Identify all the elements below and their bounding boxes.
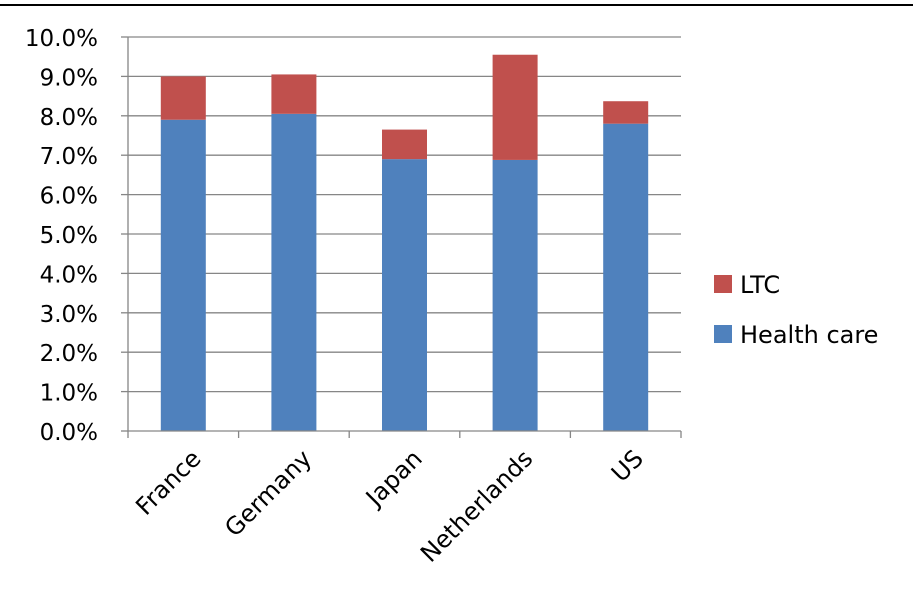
bar-health-care-france [160,119,206,432]
x-tick-label: Germany [219,444,317,542]
legend-label: Health care [740,321,878,349]
y-tick-label: 6.0% [40,184,98,210]
axes [121,36,682,438]
bar-health-care-germany [271,113,317,431]
x-tick-label: France [130,444,206,520]
x-tick-label: Netherlands [415,444,538,567]
y-tick-label: 7.0% [40,144,98,170]
bar-ltc-netherlands [492,54,538,160]
y-tick-label: 4.0% [40,262,98,288]
y-tick-label: 9.0% [40,65,98,91]
y-tick-label: 8.0% [40,105,98,131]
legend: LTC Health care [714,271,878,349]
bar-series [160,54,649,432]
legend-label: LTC [740,271,780,299]
y-tick-label: 3.0% [40,302,98,328]
y-tick-label: 1.0% [40,381,98,407]
x-tick-label: US [606,444,649,487]
y-tick-label: 0.0% [40,420,98,446]
y-axis-tick-labels: 0.0% 1.0% 2.0% 3.0% 4.0% 5.0% 6.0% 7.0% 8.0% 9.0%… [25,26,98,446]
y-tick-label: 10.0% [25,26,98,52]
x-tick-label: Japan [359,444,428,513]
legend-swatch-health-care [714,325,732,343]
bar-health-care-netherlands [492,159,538,432]
bar-ltc-germany [271,74,317,114]
legend-swatch-ltc [714,275,732,293]
y-tick-label: 2.0% [40,341,98,367]
bar-ltc-japan [382,129,427,160]
y-tick-label: 5.0% [40,223,98,249]
bar-health-care-us [603,123,649,432]
bar-ltc-us [603,101,649,124]
bar-health-care-japan [382,159,427,431]
bar-ltc-france [160,76,206,120]
